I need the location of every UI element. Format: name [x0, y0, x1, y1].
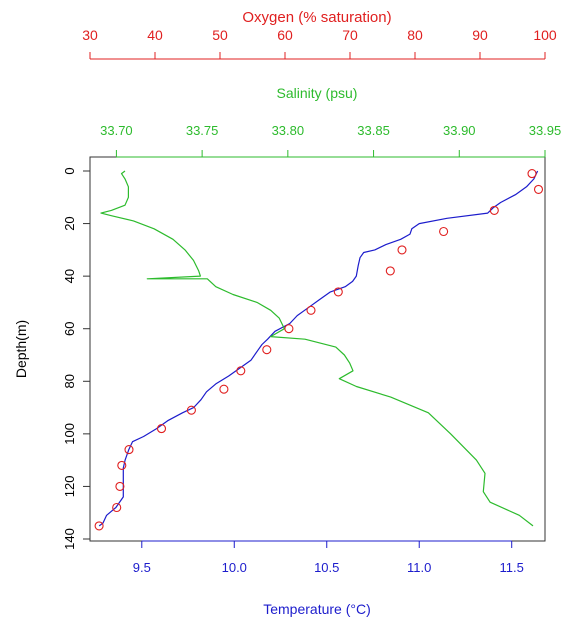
- depth-tick-label: 60: [62, 321, 77, 335]
- salinity-tick-label: 33.85: [357, 123, 390, 138]
- oxygen-point: [527, 169, 537, 179]
- oxygen-tick-label: 40: [147, 27, 163, 43]
- oxygen-point: [385, 266, 395, 276]
- oxygen-point: [397, 245, 407, 255]
- oxygen-point: [124, 445, 134, 455]
- salinity-axis-label: Salinity (psu): [277, 85, 358, 101]
- salinity-profile-line: [100, 170, 534, 527]
- oxygen-point: [156, 424, 167, 434]
- oxygen-tick-label: 50: [212, 27, 228, 43]
- depth-tick-label: 80: [62, 374, 77, 388]
- temperature-profile-line: [98, 170, 539, 527]
- temperature-tick-label: 11.5: [500, 560, 524, 575]
- depth-tick-label: 120: [62, 476, 77, 498]
- depth-tick-label: 20: [62, 216, 77, 230]
- oxygen-point: [333, 287, 343, 297]
- oxygen-point: [236, 366, 246, 376]
- salinity-tick-label: 33.90: [443, 123, 476, 138]
- temperature-tick-label: 11.0: [407, 560, 431, 575]
- oxygen-tick-label: 90: [472, 27, 488, 43]
- oxygen-tick-label: 100: [533, 27, 557, 43]
- temperature-tick-label: 10.0: [222, 560, 247, 575]
- salinity-tick-label: 33.75: [186, 123, 219, 138]
- depth-tick-label: 140: [62, 528, 77, 550]
- oxygen-tick-label: 30: [82, 27, 98, 43]
- depth-tick-label: 100: [62, 423, 77, 445]
- oxygen-point: [219, 384, 229, 394]
- oxygen-point: [306, 305, 316, 315]
- oxygen-tick-label: 70: [342, 27, 358, 43]
- oxygen-point: [112, 502, 122, 513]
- depth-tick-label: 0: [62, 167, 77, 174]
- temperature-tick-label: 10.5: [314, 560, 339, 575]
- oxygen-point: [186, 405, 196, 415]
- oxygen-point: [489, 205, 499, 215]
- depth-tick-label: 40: [62, 269, 77, 283]
- oxygen-point: [94, 521, 104, 531]
- oxygen-point: [117, 460, 127, 470]
- temperature-axis-label: Temperature (°C): [263, 601, 371, 617]
- depth-axis-label: Depth(m): [13, 320, 29, 378]
- oxygen-point: [533, 184, 544, 194]
- oxygen-point: [284, 324, 294, 334]
- salinity-tick-label: 33.70: [100, 123, 133, 138]
- oxygen-axis-label: Oxygen (% saturation): [242, 9, 391, 26]
- salinity-tick-label: 33.95: [529, 123, 562, 138]
- oxygen-point: [115, 481, 125, 491]
- oxygen-point: [439, 226, 449, 237]
- temperature-tick-label: 9.5: [133, 560, 151, 575]
- oxygen-point: [262, 345, 272, 355]
- oxygen-tick-label: 60: [277, 27, 293, 43]
- oxygen-tick-label: 80: [407, 27, 423, 43]
- salinity-tick-label: 33.80: [272, 123, 305, 138]
